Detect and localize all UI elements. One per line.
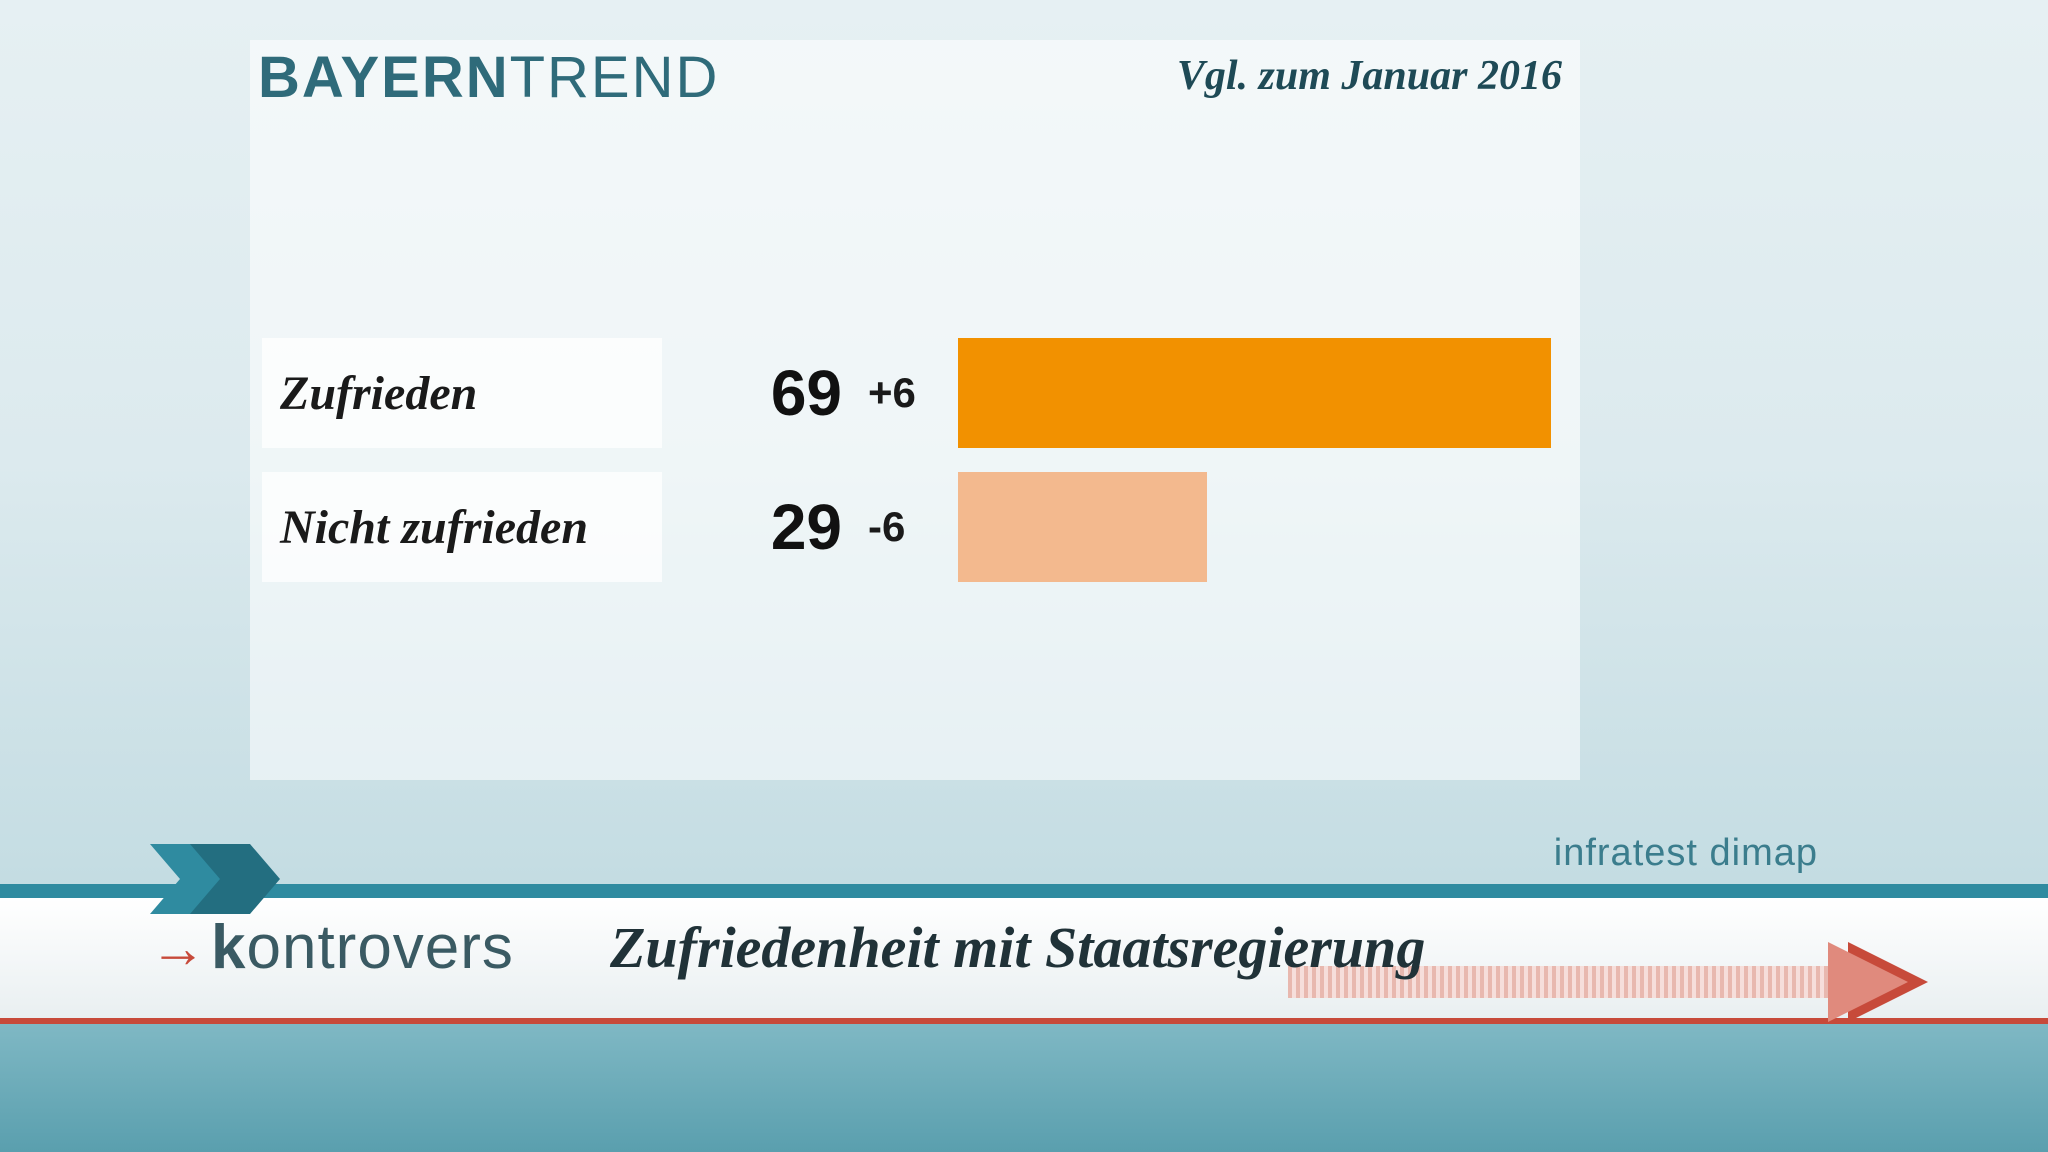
subtitle: Zufriedenheit mit Staatsregierung: [610, 914, 1425, 981]
show-logo: →kontrovers: [150, 912, 514, 983]
row-bar: [958, 338, 1551, 448]
row-bar: [958, 472, 1207, 582]
chevron-decor-icon: [150, 844, 290, 914]
brand-part1: BAYERN: [258, 45, 510, 110]
chart-row: Nicht zufrieden 29-6: [262, 472, 1818, 582]
source-credit: infratest dimap: [1554, 832, 1818, 875]
row-delta: -6: [868, 472, 905, 582]
brand-title: BAYERNTREND: [258, 44, 719, 111]
row-value: 29: [712, 472, 842, 582]
row-value: 69: [712, 338, 842, 448]
compare-note: Vgl. zum Januar 2016: [1177, 52, 1562, 100]
chart-panel: [250, 130, 1580, 780]
row-label: Nicht zufrieden: [262, 472, 662, 582]
arrow-right-small-icon: →: [150, 915, 207, 980]
lt-bottom: [0, 1024, 2048, 1152]
show-logo-text: ontrovers: [246, 912, 513, 983]
row-label: Zufrieden: [262, 338, 662, 448]
chart-row: Zufrieden 69+6: [262, 338, 1818, 448]
lt-stripe-top: [0, 884, 2048, 898]
row-delta: +6: [868, 338, 916, 448]
brand-part2: TREND: [510, 45, 720, 110]
